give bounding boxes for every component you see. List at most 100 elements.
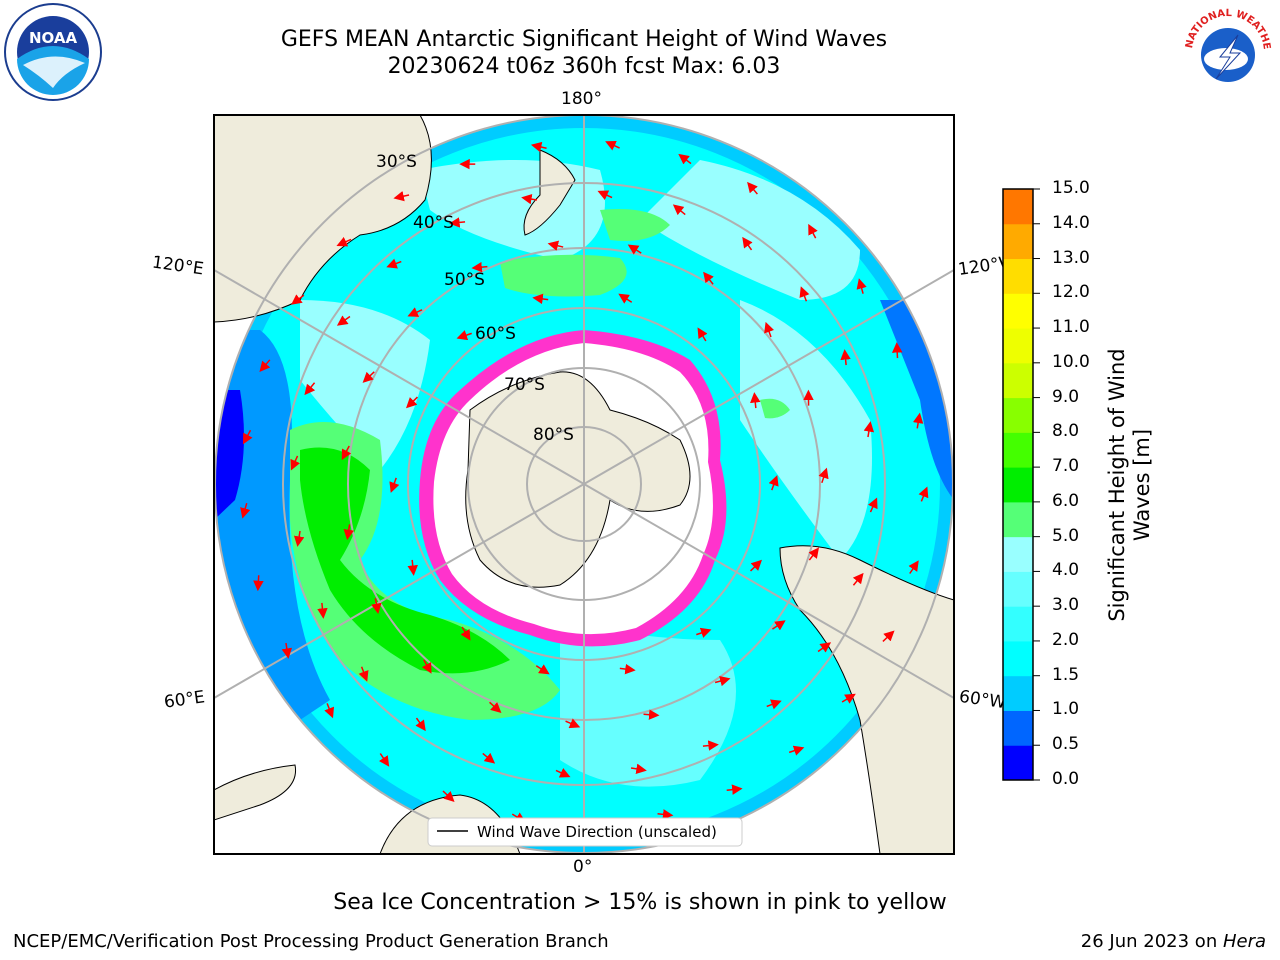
map-frame	[213, 114, 955, 855]
colorbar-band	[1003, 745, 1033, 781]
colorbar-tick-label: 13.0	[1052, 247, 1090, 268]
wave-direction-arrow	[371, 598, 382, 615]
wave-direction-arrow	[840, 349, 851, 366]
wave-direction-arrow	[317, 602, 328, 619]
wave-direction-arrow	[421, 659, 432, 674]
colorbar-band	[1003, 675, 1033, 711]
wave-height-field	[215, 115, 953, 853]
wave-direction-arrow	[336, 236, 352, 247]
wave-direction-arrow	[750, 392, 761, 409]
colorbar-band	[1003, 189, 1033, 225]
wave-direction-arrow	[471, 261, 488, 273]
wave-direction-arrow	[336, 315, 351, 326]
wave-direction-arrow	[460, 626, 471, 641]
lat-label-70s: 70°S	[504, 375, 545, 395]
graticule	[214, 115, 954, 854]
colorbar-band	[1003, 536, 1033, 572]
wave-direction-arrow	[304, 382, 316, 396]
chart-subtitle: 20230624 t06z 360h fcst Max: 6.03	[387, 54, 781, 79]
wave-direction-arrow	[456, 330, 472, 341]
wave-direction-arrow	[619, 663, 636, 675]
wave-direction-arrow	[788, 745, 805, 756]
wave-direction-arrow	[535, 664, 550, 675]
colorbar-tick-label: 9.0	[1052, 386, 1080, 407]
wave-direction-arrow	[547, 240, 564, 251]
colorbar-band	[1003, 467, 1033, 503]
wave-direction-arrow	[750, 559, 762, 572]
wave-direction-arrow	[856, 278, 867, 294]
colorbar-band	[1003, 397, 1033, 433]
wave-direction-arrow	[817, 642, 832, 653]
wave-direction-arrow	[657, 809, 674, 820]
colorbar-tick-label: 1.5	[1052, 664, 1080, 685]
noaa-logo-text: NOAA	[29, 29, 78, 47]
wave-direction-arrow	[281, 642, 293, 659]
madagascar	[214, 764, 297, 821]
wave-direction-arrow	[605, 140, 620, 151]
colorbar-band	[1003, 223, 1033, 260]
wave-direction-arrow	[918, 486, 929, 502]
wave-direction-arrow	[702, 740, 719, 751]
colorbar-band	[1003, 606, 1033, 642]
colorbar-tick-label: 4.0	[1052, 560, 1080, 581]
credit-left: NCEP/EMC/Verification Post Processing Pr…	[13, 931, 609, 952]
wave-direction-arrow	[867, 497, 878, 513]
wave-direction-arrow	[764, 321, 775, 338]
colorbar-band	[1003, 640, 1033, 677]
wave-direction-arrow	[912, 412, 924, 429]
wave-direction-arrow	[242, 429, 253, 445]
colorbar-frame	[1002, 188, 1034, 781]
wave-direction-arrow	[240, 503, 251, 519]
wave-direction-arrow	[696, 627, 712, 638]
credit-date: 26 Jun 2023 on	[1080, 931, 1223, 952]
colorbar-band	[1003, 293, 1033, 329]
wave-direction-arrow	[293, 530, 305, 547]
wave-direction-arrow	[532, 293, 549, 305]
wave-direction-arrow	[627, 244, 642, 255]
noaa-logo: NOAA	[4, 3, 102, 101]
colorbar-band	[1003, 571, 1033, 607]
arrow-legend	[427, 817, 743, 847]
wave-direction-arrow	[379, 753, 390, 767]
lon-label-180: 180°	[561, 89, 602, 109]
wave-direction-arrow	[597, 190, 613, 201]
wave-direction-arrow	[521, 193, 538, 205]
colorbar-tick-label: 7.0	[1052, 456, 1080, 477]
colorbar-tick-label: 6.0	[1052, 490, 1080, 511]
wave-direction-arrow	[407, 559, 418, 576]
wave-direction-arrow	[678, 153, 692, 165]
wave-direction-arrow	[343, 524, 354, 541]
wave-direction-arrow	[393, 191, 410, 202]
wave-direction-arrow	[415, 717, 426, 732]
wave-direction-arrow	[891, 342, 903, 359]
wave-direction-arrow	[808, 223, 818, 239]
colorbar-tick-label: 8.0	[1052, 421, 1080, 442]
wave-direction-arrow	[259, 359, 271, 372]
wave-direction-arrow	[324, 703, 335, 719]
wave-direction-arrow	[697, 327, 708, 342]
colorbar-tick-label: 2.0	[1052, 629, 1080, 650]
colorbar-tick-label: 11.0	[1052, 317, 1090, 338]
colorbar-tick-label: 0.0	[1052, 769, 1080, 789]
lat-label-60s: 60°S	[475, 324, 516, 344]
lat-label-40s: 40°S	[413, 213, 454, 233]
wave-direction-arrow	[630, 763, 647, 775]
wave-direction-arrow	[290, 455, 301, 471]
wave-direction-arrow	[863, 421, 875, 438]
wave-direction-arrow	[442, 790, 455, 803]
colorbar-band	[1003, 258, 1033, 294]
wave-direction-arrow	[618, 293, 633, 304]
wave-direction-arrow	[768, 475, 779, 491]
wave-direction-arrow	[714, 675, 731, 687]
lat-label-30s: 30°S	[376, 152, 417, 172]
colorbar-band	[1003, 328, 1033, 364]
wave-direction-arrow	[489, 701, 502, 713]
new-zealand	[523, 149, 576, 236]
wave-direction-arrow	[530, 141, 547, 153]
wave-direction-arrow	[818, 467, 829, 484]
wave-direction-arrow	[555, 767, 571, 778]
wave-direction-arrow	[799, 286, 810, 302]
wave-direction-arrow	[747, 181, 758, 195]
